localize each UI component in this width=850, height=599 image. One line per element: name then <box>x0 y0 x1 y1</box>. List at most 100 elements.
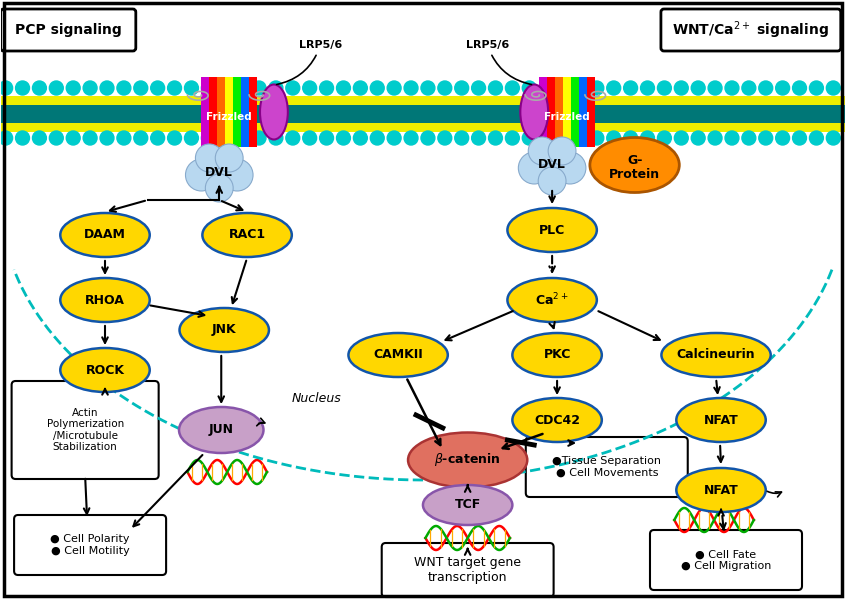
Circle shape <box>286 81 300 95</box>
Circle shape <box>489 81 502 95</box>
Text: DAAM: DAAM <box>84 228 126 241</box>
Circle shape <box>0 81 13 95</box>
Circle shape <box>506 131 519 145</box>
Circle shape <box>206 174 233 202</box>
Circle shape <box>201 131 215 145</box>
Circle shape <box>792 81 807 95</box>
Circle shape <box>218 81 232 95</box>
Bar <box>563 77 571 147</box>
Text: CAMKII: CAMKII <box>373 349 423 362</box>
Text: Ca$^{2+}$: Ca$^{2+}$ <box>536 292 569 308</box>
Circle shape <box>556 81 570 95</box>
Circle shape <box>303 81 317 95</box>
Text: ● Cell Fate
● Cell Migration: ● Cell Fate ● Cell Migration <box>681 549 771 571</box>
Circle shape <box>66 131 80 145</box>
Bar <box>209 77 218 147</box>
Circle shape <box>404 131 418 145</box>
Circle shape <box>438 81 451 95</box>
Text: ●Tissue Separation
● Cell Movements: ●Tissue Separation ● Cell Movements <box>552 456 661 478</box>
Text: PKC: PKC <box>543 349 570 362</box>
Circle shape <box>196 144 224 172</box>
Circle shape <box>150 81 165 95</box>
Circle shape <box>337 81 350 95</box>
Text: WNT target gene
transcription: WNT target gene transcription <box>414 556 521 584</box>
Circle shape <box>538 167 566 195</box>
FancyBboxPatch shape <box>12 381 159 479</box>
Circle shape <box>455 81 468 95</box>
Text: Frizzled: Frizzled <box>207 112 252 122</box>
Circle shape <box>657 131 672 145</box>
Circle shape <box>809 131 824 145</box>
Circle shape <box>691 131 706 145</box>
Circle shape <box>518 152 550 184</box>
Text: Calcineurin: Calcineurin <box>677 349 756 362</box>
Text: RHOA: RHOA <box>85 294 125 307</box>
Circle shape <box>252 81 266 95</box>
Bar <box>249 77 257 147</box>
Circle shape <box>590 81 604 95</box>
Circle shape <box>371 81 384 95</box>
Circle shape <box>489 131 502 145</box>
Circle shape <box>235 81 249 95</box>
Text: ROCK: ROCK <box>86 364 124 377</box>
Bar <box>1 105 845 123</box>
Circle shape <box>215 144 243 172</box>
Circle shape <box>133 81 148 95</box>
Circle shape <box>556 131 570 145</box>
Circle shape <box>388 81 401 95</box>
Circle shape <box>455 131 468 145</box>
Circle shape <box>776 81 790 95</box>
Circle shape <box>590 131 604 145</box>
Circle shape <box>641 131 654 145</box>
Ellipse shape <box>60 348 150 392</box>
Text: $\beta$-catenin: $\beta$-catenin <box>434 452 501 468</box>
FancyBboxPatch shape <box>526 437 688 497</box>
Circle shape <box>133 131 148 145</box>
Circle shape <box>742 131 756 145</box>
Bar <box>1 96 845 105</box>
Ellipse shape <box>60 213 150 257</box>
Circle shape <box>522 81 536 95</box>
Bar <box>586 77 595 147</box>
Circle shape <box>725 131 739 145</box>
Circle shape <box>197 150 241 194</box>
Text: NFAT: NFAT <box>704 413 739 426</box>
Ellipse shape <box>260 84 288 140</box>
Circle shape <box>117 81 131 95</box>
Bar <box>1 123 845 132</box>
Ellipse shape <box>179 407 264 453</box>
Bar <box>547 77 555 147</box>
Text: JNK: JNK <box>212 323 236 337</box>
Circle shape <box>32 81 47 95</box>
Text: Actin
Polymerization
/Microtubule
Stabilization: Actin Polymerization /Microtubule Stabil… <box>47 407 124 452</box>
Circle shape <box>218 131 232 145</box>
Circle shape <box>100 131 114 145</box>
Circle shape <box>221 159 253 191</box>
Ellipse shape <box>348 333 448 377</box>
Circle shape <box>674 81 689 95</box>
Circle shape <box>150 131 165 145</box>
Circle shape <box>573 81 586 95</box>
Circle shape <box>252 131 266 145</box>
Circle shape <box>528 137 556 165</box>
Circle shape <box>0 131 13 145</box>
Ellipse shape <box>202 213 292 257</box>
Circle shape <box>624 81 638 95</box>
Circle shape <box>624 131 638 145</box>
Text: LRP5/6: LRP5/6 <box>276 40 342 84</box>
Ellipse shape <box>677 398 766 442</box>
Circle shape <box>404 81 418 95</box>
Ellipse shape <box>507 278 597 322</box>
Text: PCP signaling: PCP signaling <box>14 23 122 37</box>
Circle shape <box>826 131 841 145</box>
Circle shape <box>354 81 367 95</box>
Ellipse shape <box>408 432 527 488</box>
Circle shape <box>776 131 790 145</box>
Circle shape <box>759 81 773 95</box>
Circle shape <box>438 131 451 145</box>
Bar <box>218 77 225 147</box>
Bar <box>241 77 249 147</box>
Circle shape <box>573 131 586 145</box>
Circle shape <box>167 81 182 95</box>
Bar <box>225 77 233 147</box>
